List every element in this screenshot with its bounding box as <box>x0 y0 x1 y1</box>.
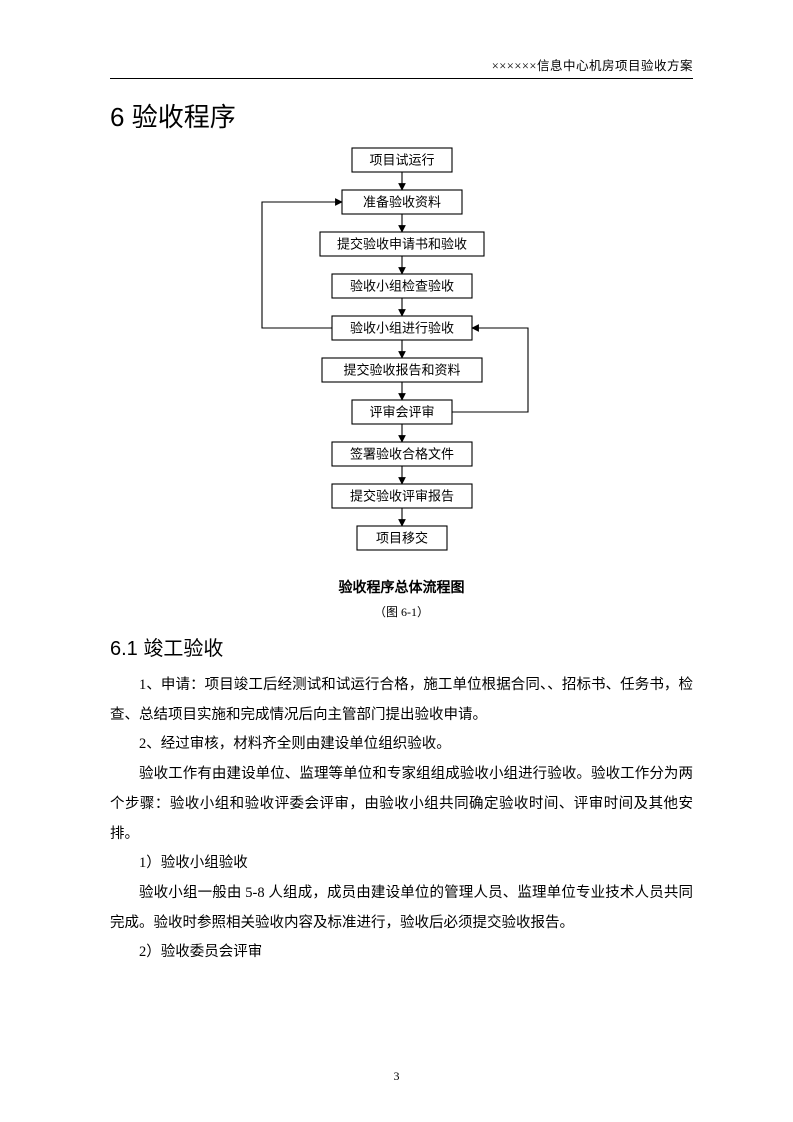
subsection-title: 竣工验收 <box>143 638 223 660</box>
flowchart: 项目试运行准备验收资料提交验收申请书和验收验收小组检查验收验收小组进行验收提交验… <box>110 146 693 571</box>
svg-text:项目试运行: 项目试运行 <box>369 153 434 168</box>
paragraph: 1）验收小组验收 <box>110 849 693 879</box>
section-title: 验收程序 <box>132 102 236 132</box>
subsection-number: 6.1 <box>110 638 138 660</box>
svg-text:提交验收报告和资料: 提交验收报告和资料 <box>343 363 460 378</box>
svg-text:评审会评审: 评审会评审 <box>369 405 434 420</box>
svg-text:验收小组进行验收: 验收小组进行验收 <box>349 321 453 336</box>
svg-text:提交验收评审报告: 提交验收评审报告 <box>349 489 453 504</box>
section-heading: 6 验收程序 <box>110 97 693 134</box>
svg-text:提交验收申请书和验收: 提交验收申请书和验收 <box>336 237 466 252</box>
flowchart-caption: 验收程序总体流程图 <box>110 577 693 597</box>
body-text: 1、申请：项目竣工后经测试和试运行合格，施工单位根据合同、、招标书、任务书，检查… <box>110 671 693 968</box>
svg-text:项目移交: 项目移交 <box>375 531 427 546</box>
svg-text:签署验收合格文件: 签署验收合格文件 <box>349 447 453 462</box>
paragraph: 2）验收委员会评审 <box>110 938 693 968</box>
svg-text:准备验收资料: 准备验收资料 <box>362 195 440 210</box>
paragraph: 验收工作有由建设单位、监理等单位和专家组组成验收小组进行验收。验收工作分为两个步… <box>110 760 693 849</box>
page-header: ××××××信息中心机房项目验收方案 <box>110 55 693 79</box>
svg-text:验收小组检查验收: 验收小组检查验收 <box>349 279 453 294</box>
paragraph: 验收小组一般由 5-8 人组成，成员由建设单位的管理人员、监理单位专业技术人员共… <box>110 879 693 938</box>
paragraph: 2、经过审核，材料齐全则由建设单位组织验收。 <box>110 730 693 760</box>
paragraph: 1、申请：项目竣工后经测试和试运行合格，施工单位根据合同、、招标书、任务书，检查… <box>110 671 693 730</box>
section-number: 6 <box>110 102 124 132</box>
page-number: 3 <box>0 1069 793 1084</box>
subsection-heading: 6.1 竣工验收 <box>110 632 693 661</box>
flowchart-subcaption: （图 6-1） <box>110 603 693 620</box>
